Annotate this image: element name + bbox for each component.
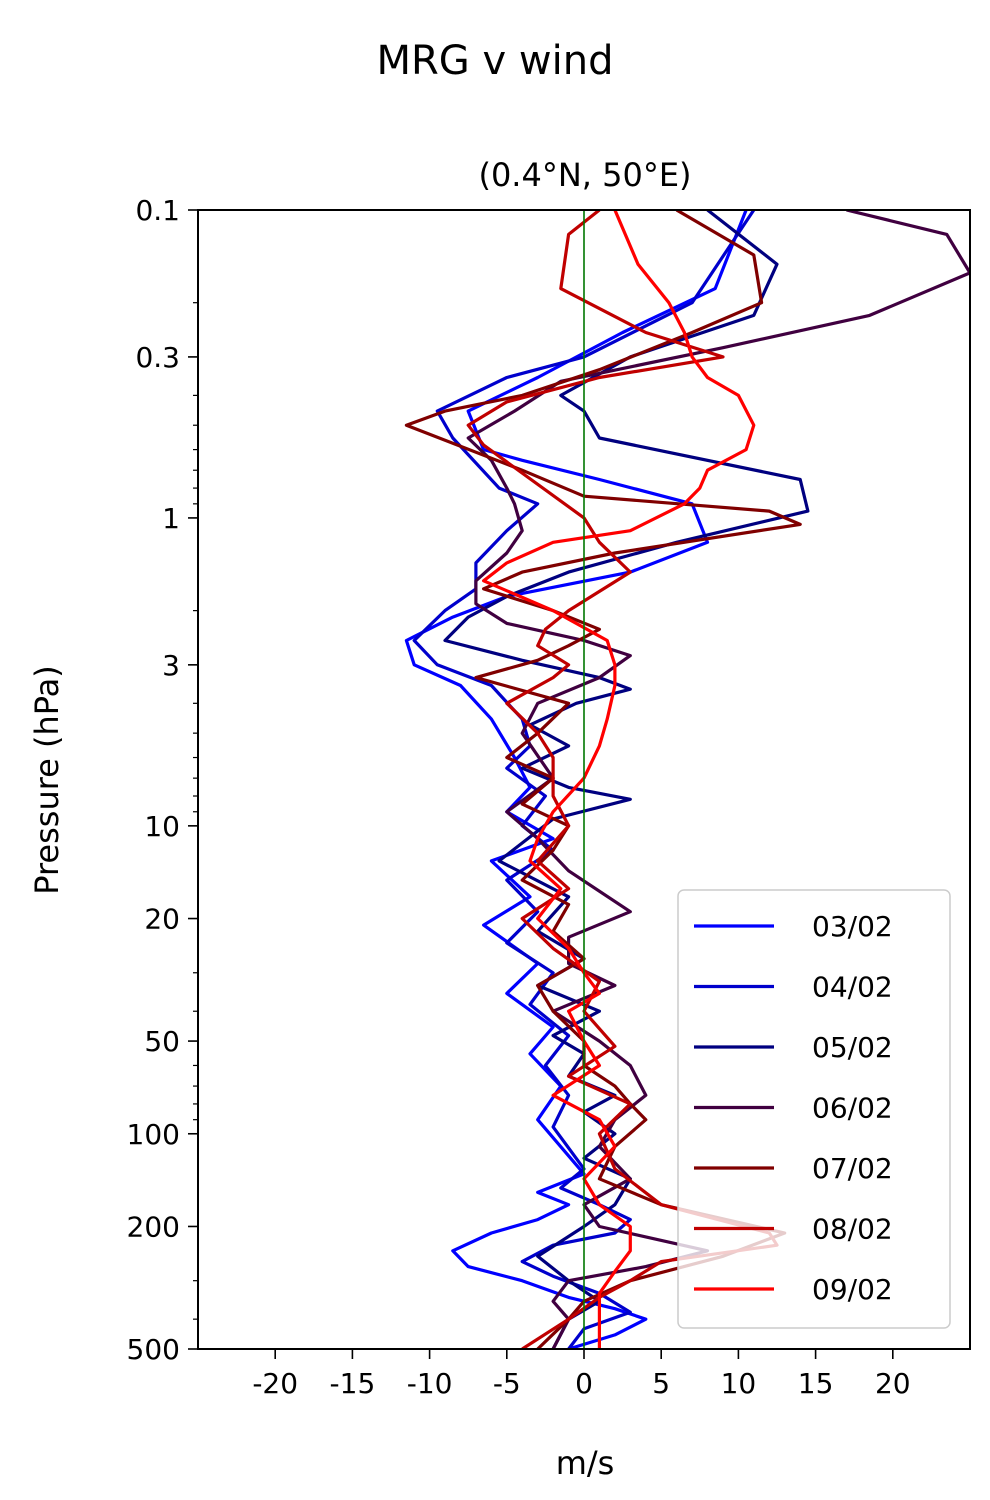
legend-label: 06/02: [812, 1092, 893, 1125]
x-tick-label: 5: [652, 1367, 670, 1400]
legend-label: 09/02: [812, 1273, 893, 1306]
axes: -20 -15 -10 -5 0 5 10 15 20 0.1 0.3 1 3 10 20 50 100 200 5…: [127, 194, 971, 1400]
y-tick-label: 200: [127, 1210, 180, 1243]
y-tick-label: 10: [144, 810, 180, 843]
legend-box: [677, 889, 951, 1329]
series-line-06-02: [466, 210, 970, 1349]
x-tick-label: 15: [798, 1367, 834, 1400]
chart-title: MRG v wind: [377, 38, 614, 84]
plot-area: [404, 210, 970, 1349]
x-tick-label: 10: [721, 1367, 757, 1400]
y-tick-label: 100: [127, 1118, 180, 1151]
legend-label: 04/02: [812, 971, 893, 1004]
y-tick-label: 3: [162, 649, 180, 682]
y-tick-label: 500: [127, 1333, 180, 1366]
legend-label: 03/02: [812, 910, 893, 943]
x-axis-label: m/s: [556, 1444, 615, 1482]
series-line-09-02: [482, 210, 756, 1349]
legend-label: 07/02: [812, 1152, 893, 1185]
x-tick-label: 0: [575, 1367, 593, 1400]
chart-subtitle: (0.4°N, 50°E): [478, 156, 691, 194]
x-tick-label: -5: [493, 1367, 521, 1400]
y-tick-label: 0.3: [135, 341, 180, 374]
series-line-05-02: [443, 210, 810, 1349]
x-tick-label: -15: [330, 1367, 376, 1400]
y-tick-label: 50: [144, 1025, 180, 1058]
legend: 03/02 04/02 05/02 06/02 07/02 08/02 09/02: [677, 889, 951, 1329]
y-axis-label: Pressure (hPa): [28, 665, 66, 895]
x-tick-label: 20: [875, 1367, 911, 1400]
series-line-04-02: [412, 210, 756, 1349]
x-tick-label: -20: [252, 1367, 298, 1400]
legend-label: 08/02: [812, 1213, 893, 1246]
y-tick-label: 0.1: [135, 194, 180, 227]
y-tick-label: 1: [162, 502, 180, 535]
y-tick-label: 20: [144, 903, 180, 936]
series-line-03-02: [404, 210, 748, 1349]
legend-label: 05/02: [812, 1031, 893, 1064]
x-tick-label: -10: [407, 1367, 453, 1400]
